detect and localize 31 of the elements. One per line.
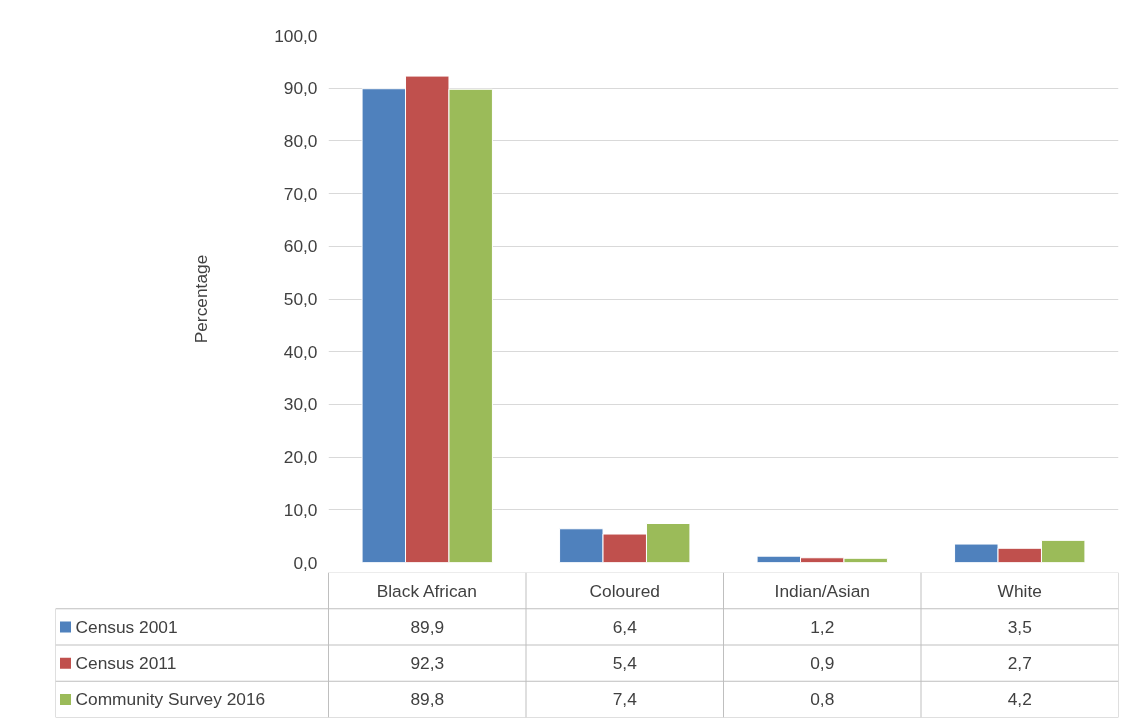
x-tick-label: White bbox=[997, 580, 1042, 601]
data-label: 1,2 bbox=[810, 616, 835, 637]
data-label: 92,3 bbox=[410, 653, 445, 674]
data-label: 5,4 bbox=[612, 653, 638, 674]
data-label: 3,5 bbox=[1007, 616, 1032, 637]
y-tick-label: 90,0 bbox=[283, 78, 318, 99]
y-tick-label: 100,0 bbox=[274, 25, 318, 46]
x-tick-label: Black African bbox=[376, 580, 477, 601]
y-tick-label: 30,0 bbox=[283, 394, 318, 415]
legend-label: Census 2001 bbox=[75, 616, 178, 637]
y-tick-label: 60,0 bbox=[283, 236, 318, 257]
y-tick-label: 40,0 bbox=[283, 341, 318, 362]
data-label: 7,4 bbox=[612, 689, 638, 710]
y-tick-label: 50,0 bbox=[283, 289, 318, 309]
x-tick-label: Indian/Asian bbox=[774, 580, 870, 601]
data-label: 6,4 bbox=[612, 616, 638, 637]
data-label: 0,9 bbox=[810, 653, 835, 674]
data-label: 2,7 bbox=[1007, 653, 1032, 674]
data-label: 89,9 bbox=[410, 616, 445, 637]
y-tick-label: 80,0 bbox=[283, 130, 318, 151]
legend-label: Census 2011 bbox=[75, 653, 177, 674]
y-tick-label: 0,0 bbox=[293, 552, 318, 573]
y-axis-title: Percentage bbox=[191, 254, 212, 344]
data-label: 0,8 bbox=[810, 689, 835, 710]
x-tick-label: Coloured bbox=[589, 580, 660, 601]
y-tick-label: 10,0 bbox=[283, 499, 318, 520]
legend-label: Community Survey 2016 bbox=[75, 689, 266, 710]
y-tick-label: 20,0 bbox=[283, 447, 318, 468]
data-label: 4,2 bbox=[1007, 689, 1032, 710]
y-tick-label: 70,0 bbox=[283, 183, 318, 204]
data-label: 89,8 bbox=[410, 689, 445, 710]
